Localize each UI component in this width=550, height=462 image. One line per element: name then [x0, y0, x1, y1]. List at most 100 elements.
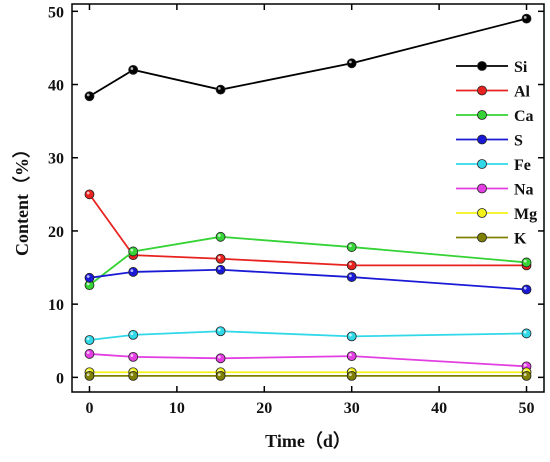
data-point-fe	[521, 328, 532, 339]
data-point-highlight	[217, 267, 221, 270]
data-point-highlight	[86, 93, 90, 97]
data-point-highlight	[349, 244, 352, 248]
y-tick-label: 10	[48, 297, 64, 314]
data-point-k	[346, 370, 357, 381]
legend-marker-ca	[477, 110, 487, 120]
data-point-fe	[84, 335, 95, 345]
data-point-k	[128, 370, 139, 381]
data-point-na	[346, 351, 357, 362]
legend-label-k: K	[514, 231, 527, 248]
data-point-k	[215, 370, 226, 381]
data-point-highlight	[349, 373, 352, 376]
legend-label-al: Al	[514, 84, 531, 101]
series-lines	[84, 13, 532, 381]
data-point-highlight	[130, 354, 134, 357]
data-point-s	[215, 264, 226, 275]
data-point-s	[521, 284, 532, 295]
data-point-fe	[346, 331, 357, 342]
legend-marker-s	[477, 134, 487, 145]
legend-label-ca: Ca	[514, 108, 534, 125]
legend-marker-si	[477, 61, 487, 71]
legend-marker-fe	[477, 159, 487, 169]
x-tick-label: 30	[344, 400, 360, 417]
data-point-s	[84, 272, 95, 283]
data-point-na	[84, 349, 95, 359]
plot-frame	[71, 3, 545, 393]
data-point-al	[346, 260, 357, 271]
y-axis-title: Content（%）	[12, 140, 32, 256]
data-point-highlight	[217, 373, 221, 376]
data-point-ca	[128, 246, 139, 257]
legend-label-si: Si	[514, 59, 528, 76]
data-point-highlight	[86, 275, 90, 278]
data-point-ca	[521, 257, 532, 268]
legend-marker-k	[477, 232, 487, 243]
data-point-highlight	[523, 363, 527, 367]
data-point-highlight	[130, 269, 134, 273]
data-point-highlight	[217, 328, 221, 332]
y-tick-label: 30	[48, 151, 64, 168]
data-point-highlight	[523, 15, 527, 19]
data-point-highlight	[86, 282, 90, 286]
data-point-highlight	[130, 248, 134, 252]
data-point-k	[521, 370, 532, 381]
legend-label-fe: Fe	[514, 157, 531, 174]
data-point-na	[215, 353, 226, 364]
data-point-ca	[346, 242, 357, 252]
data-point-highlight	[217, 234, 221, 237]
data-point-highlight	[349, 333, 352, 337]
data-point-si	[521, 13, 532, 24]
data-point-si	[346, 58, 357, 69]
data-point-s	[128, 267, 139, 277]
data-point-highlight	[349, 262, 352, 266]
x-tick-label: 20	[256, 400, 272, 417]
data-point-highlight	[130, 373, 134, 376]
data-point-highlight	[86, 373, 90, 376]
y-tick-label: 50	[48, 4, 64, 21]
data-point-highlight	[130, 67, 134, 70]
data-point-highlight	[130, 332, 134, 335]
data-point-highlight	[86, 191, 90, 195]
data-point-fe	[128, 329, 139, 340]
data-point-ca	[215, 231, 226, 242]
data-point-al	[215, 253, 226, 264]
legend-marker-mg	[477, 208, 487, 218]
x-tick-label: 40	[431, 400, 447, 417]
y-tick-label: 40	[48, 78, 64, 95]
data-point-s	[346, 272, 357, 282]
data-point-highlight	[523, 286, 527, 290]
data-point-highlight	[523, 330, 527, 334]
legend-label-s: S	[514, 133, 523, 150]
series-line-fe	[89, 330, 527, 341]
legend-label-mg: Mg	[514, 206, 537, 223]
data-point-si	[215, 84, 226, 95]
data-point-na	[128, 351, 139, 362]
x-tick-label: 10	[169, 400, 185, 417]
data-point-highlight	[523, 259, 527, 263]
series-line-s	[89, 268, 527, 291]
data-point-highlight	[349, 274, 352, 278]
data-point-si	[84, 91, 95, 102]
series-line-na	[89, 353, 527, 368]
series-line-si	[89, 17, 527, 98]
data-point-al	[84, 189, 95, 200]
x-tick-label: 0	[85, 400, 93, 417]
data-point-si	[128, 64, 139, 75]
series-line-al	[88, 193, 527, 267]
legend-marker-al	[477, 85, 487, 96]
data-point-k	[84, 370, 95, 381]
data-point-highlight	[217, 256, 221, 259]
x-axis-title: Time（d）	[265, 431, 351, 451]
y-tick-label: 20	[48, 224, 64, 241]
legend-marker-na	[477, 183, 487, 194]
data-point-highlight	[217, 86, 221, 90]
data-point-highlight	[349, 353, 352, 357]
legend-label-na: Na	[514, 182, 534, 199]
legend: Si Al Ca S Fe Na Mg K	[456, 59, 537, 248]
x-tick-label: 50	[519, 400, 535, 417]
data-point-highlight	[217, 355, 221, 359]
axis-ticks: 0 10 20 30 40 50 0 10 20 30 40 50	[48, 4, 544, 417]
y-tick-label: 0	[56, 370, 64, 387]
data-point-highlight	[523, 373, 527, 376]
